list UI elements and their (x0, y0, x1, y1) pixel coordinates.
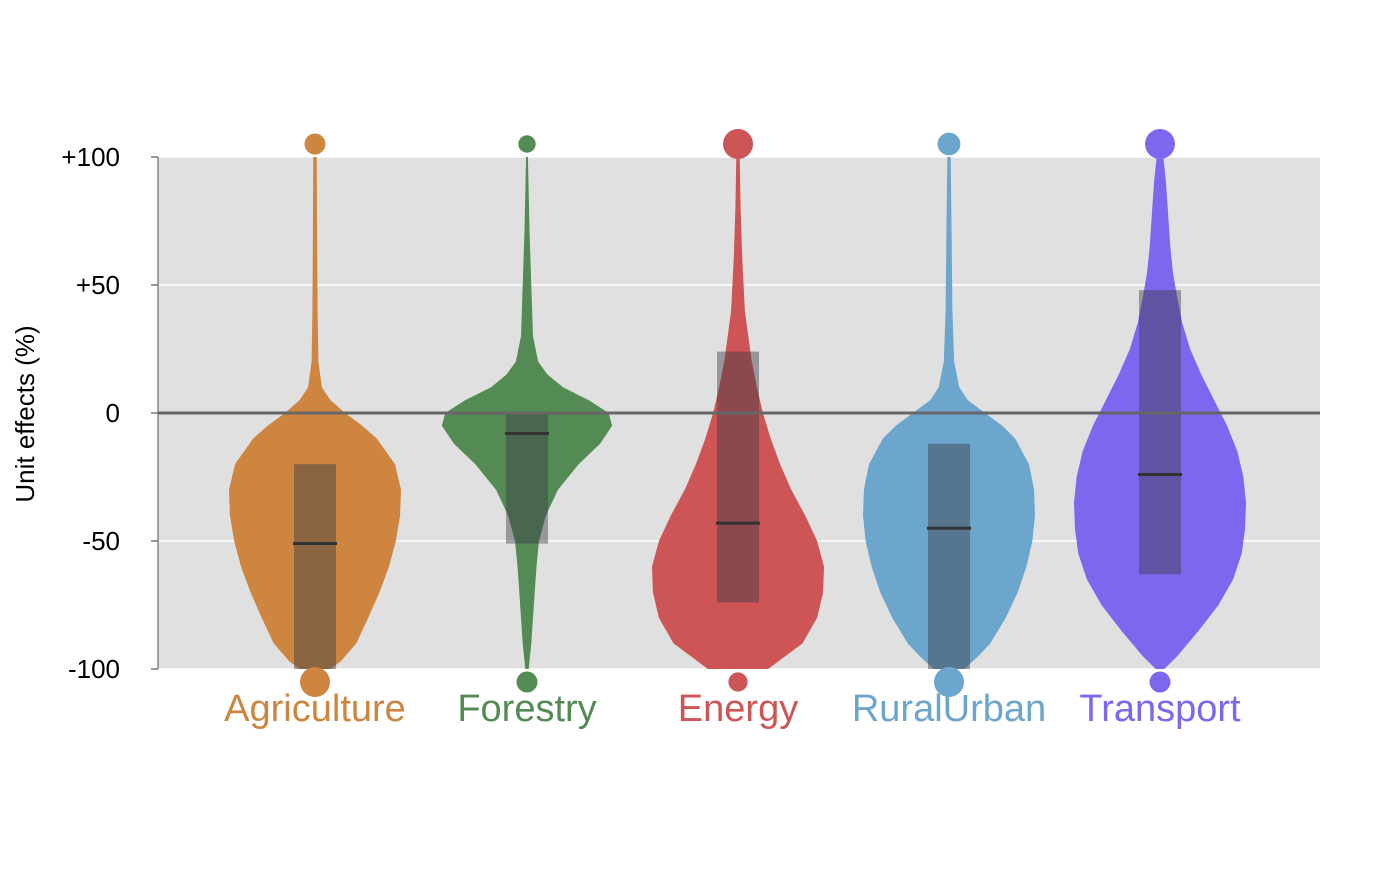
y-tick-label: -100 (68, 654, 120, 684)
outlier-bottom-energy (728, 672, 748, 692)
y-axis-label: Unit effects (%) (10, 325, 40, 502)
outlier-bottom-transport (1149, 671, 1171, 693)
y-tick-label: +100 (61, 142, 120, 172)
y-tick-label: -50 (82, 526, 120, 556)
category-label-forestry: Forestry (457, 688, 596, 730)
iqr-box-energy (717, 351, 759, 603)
category-label-agriculture: Agriculture (224, 688, 406, 730)
category-label-ruralurban: RuralUrban (852, 688, 1046, 730)
iqr-box-agriculture (294, 464, 336, 669)
outlier-top-transport (1145, 129, 1175, 159)
iqr-box-ruralurban (928, 443, 970, 669)
y-tick-label: 0 (106, 398, 120, 428)
category-label-energy: Energy (678, 688, 798, 730)
outlier-top-ruralurban (937, 132, 961, 156)
outlier-bottom-forestry (516, 671, 538, 693)
category-label-transport: Transport (1079, 688, 1241, 730)
outlier-bottom-agriculture (300, 667, 330, 697)
outlier-top-energy (723, 129, 753, 159)
outlier-top-forestry (518, 135, 536, 153)
outlier-top-agriculture (304, 133, 326, 155)
iqr-box-transport (1139, 290, 1181, 575)
y-tick-label: +50 (76, 270, 120, 300)
outlier-bottom-ruralurban (934, 667, 964, 697)
